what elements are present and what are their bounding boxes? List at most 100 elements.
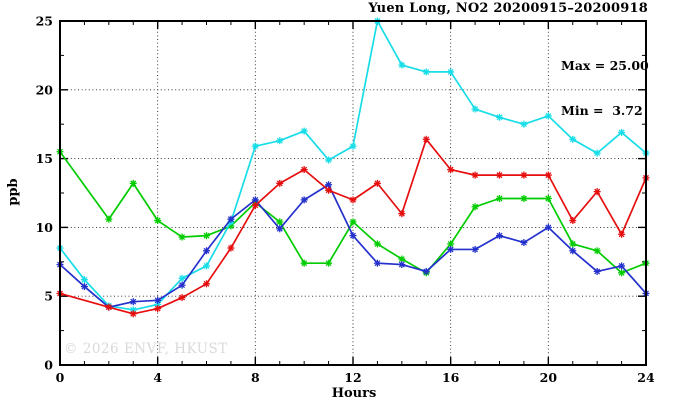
- y-tick-label: 10: [36, 220, 54, 235]
- marker-blue: [81, 283, 88, 290]
- marker-green: [276, 218, 283, 225]
- marker-red: [520, 172, 527, 179]
- marker-cyan: [179, 275, 186, 282]
- marker-green: [350, 218, 356, 225]
- marker-blue: [203, 247, 210, 254]
- marker-cyan: [520, 121, 527, 128]
- marker-red: [545, 172, 552, 179]
- marker-blue: [276, 225, 283, 232]
- marker-red: [594, 188, 601, 195]
- marker-blue: [618, 262, 625, 269]
- marker-red: [154, 305, 161, 312]
- marker-blue: [496, 232, 503, 239]
- marker-cyan: [496, 114, 503, 121]
- marker-blue: [130, 298, 137, 305]
- min-value-label: Min = 3.72: [561, 103, 643, 118]
- marker-cyan: [81, 276, 88, 283]
- marker-blue: [154, 297, 161, 304]
- marker-red: [325, 187, 332, 194]
- marker-blue: [472, 246, 479, 253]
- marker-red: [179, 294, 186, 301]
- marker-blue: [252, 196, 259, 203]
- marker-cyan: [545, 112, 552, 119]
- chart-title: Yuen Long, NO2 20200915–20200918: [368, 1, 648, 16]
- marker-blue: [301, 196, 308, 203]
- plot-frame: [59, 20, 647, 366]
- y-tick-label: 0: [44, 358, 53, 373]
- marker-green: [105, 216, 112, 223]
- marker-blue: [520, 239, 527, 246]
- marker-cyan: [325, 157, 332, 163]
- marker-blue: [447, 246, 454, 253]
- marker-red: [618, 231, 625, 238]
- x-tick-label: 12: [344, 370, 361, 385]
- marker-red: [252, 202, 259, 209]
- marker-blue: [179, 282, 186, 289]
- marker-green: [130, 180, 137, 187]
- series-line-green: [59, 151, 647, 274]
- y-axis-label: ppb: [6, 178, 21, 206]
- marker-red: [203, 280, 210, 287]
- marker-green: [569, 240, 576, 247]
- marker-cyan: [472, 106, 479, 113]
- marker-red: [496, 172, 503, 179]
- marker-red: [374, 180, 381, 187]
- watermark: © 2026 ENVF, HKUST: [64, 341, 228, 357]
- marker-cyan: [276, 137, 283, 144]
- marker-cyan: [594, 150, 601, 157]
- marker-blue: [423, 268, 430, 275]
- x-tick-label: 16: [442, 370, 460, 385]
- marker-green: [594, 247, 601, 254]
- x-tick-label: 20: [540, 370, 558, 385]
- marker-red: [105, 304, 112, 311]
- marker-blue: [374, 260, 381, 267]
- x-tick-label: 8: [251, 370, 260, 385]
- x-tick-label: 24: [637, 370, 655, 385]
- marker-cyan: [569, 136, 576, 143]
- y-tick-label: 20: [36, 82, 54, 97]
- marker-green: [398, 256, 405, 263]
- marker-red: [350, 196, 356, 203]
- marker-green: [179, 234, 186, 240]
- marker-green: [545, 195, 552, 202]
- marker-blue: [545, 224, 552, 231]
- marker-green: [496, 195, 503, 202]
- marker-green: [325, 260, 332, 267]
- marker-red: [472, 172, 479, 179]
- marker-cyan: [618, 129, 625, 136]
- x-axis-label: Hours: [331, 386, 377, 401]
- marker-green: [203, 232, 210, 239]
- marker-blue: [325, 181, 332, 188]
- y-tick-label: 25: [36, 14, 53, 29]
- marker-red: [398, 210, 405, 217]
- marker-blue: [398, 261, 405, 268]
- marker-red: [569, 217, 576, 224]
- marker-red: [423, 136, 430, 143]
- marker-red: [276, 180, 283, 187]
- marker-green: [618, 269, 625, 276]
- marker-green: [447, 240, 454, 247]
- marker-blue: [594, 268, 601, 275]
- marker-cyan: [398, 62, 405, 68]
- y-tick-label: 5: [44, 289, 53, 304]
- marker-cyan: [301, 128, 308, 135]
- marker-cyan: [423, 68, 430, 75]
- marker-cyan: [252, 143, 259, 150]
- series-line-red: [59, 138, 647, 315]
- marker-red: [447, 166, 454, 173]
- max-value-label: Max = 25.00: [561, 58, 649, 73]
- x-tick-label: 0: [56, 370, 65, 385]
- y-tick-label: 15: [36, 151, 53, 166]
- marker-green: [301, 260, 308, 267]
- marker-blue: [569, 247, 576, 254]
- marker-blue: [227, 216, 234, 223]
- marker-red: [227, 245, 234, 251]
- marker-green: [374, 240, 381, 247]
- marker-green: [154, 217, 161, 224]
- marker-cyan: [203, 262, 210, 269]
- marker-cyan: [447, 68, 454, 75]
- marker-blue: [350, 232, 356, 239]
- stats-annotation: Max = 25.00 Min = 3.72: [561, 28, 649, 148]
